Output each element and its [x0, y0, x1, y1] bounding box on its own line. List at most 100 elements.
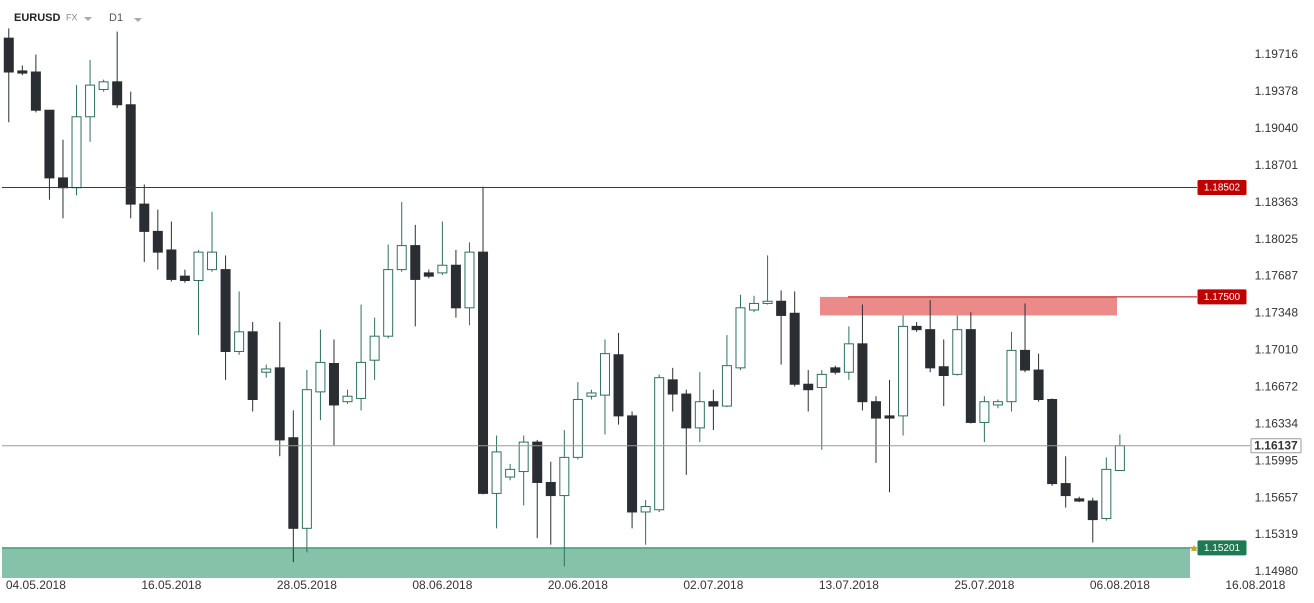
candle-body [85, 84, 96, 118]
candle-body [627, 415, 638, 513]
candle-body [694, 401, 705, 429]
candle-body [911, 325, 922, 331]
candle-body [803, 383, 814, 391]
candle-body [1060, 483, 1071, 497]
candle-body [356, 361, 367, 399]
candle-body [328, 362, 339, 406]
candle-body [992, 401, 1003, 406]
candle-body [979, 401, 990, 423]
candle-body [342, 395, 353, 403]
price-level-box [1197, 540, 1247, 556]
candle-body [179, 275, 190, 282]
x-tick-label: 06.08.2018 [1090, 578, 1150, 592]
x-tick-label: 04.05.2018 [6, 578, 66, 592]
price-level-label: 1.18502 [1204, 183, 1241, 194]
candle-body [152, 230, 163, 253]
y-tick-label: 1.18025 [1255, 232, 1299, 246]
candle-body [315, 361, 326, 393]
candle-body [843, 343, 854, 373]
candle-body [667, 379, 678, 395]
y-tick-label: 1.19716 [1255, 47, 1299, 61]
candle-body [383, 269, 394, 337]
candle-body [1087, 500, 1098, 521]
candle-body [1047, 399, 1058, 485]
x-tick-label: 16.05.2018 [141, 578, 201, 592]
symbol[interactable]: EURUSD [14, 12, 61, 24]
candle-body [410, 245, 421, 280]
x-tick-label: 08.06.2018 [412, 578, 472, 592]
candle-body [640, 505, 651, 513]
candle-body [532, 441, 543, 483]
candle-body [925, 329, 936, 369]
candle-body [870, 401, 881, 419]
x-tick-label: 28.05.2018 [277, 578, 337, 592]
candle-body [708, 401, 719, 407]
y-tick-label: 1.17348 [1255, 306, 1299, 320]
candle-body [369, 335, 380, 361]
candle-body [505, 468, 516, 478]
candle-body [572, 399, 583, 458]
dropdown-caret[interactable] [84, 17, 92, 21]
candle-body [125, 104, 136, 205]
y-tick-label: 1.15995 [1255, 453, 1299, 467]
candle-body [789, 312, 800, 385]
candle-body [1020, 349, 1031, 371]
candle-body [830, 367, 841, 373]
price-level-box [1197, 180, 1247, 196]
x-tick-label: 13.07.2018 [819, 578, 879, 592]
candle-body [98, 81, 109, 90]
price-level-label: 1.17500 [1204, 292, 1241, 303]
candle-body [193, 251, 204, 282]
price-level-box [1250, 438, 1302, 454]
candle-body [898, 325, 909, 417]
candle-body [288, 437, 299, 529]
candle-body [44, 109, 55, 179]
price-level-label: 1.15201 [1204, 543, 1241, 554]
candle-body [586, 392, 597, 397]
candle-body [816, 373, 827, 389]
y-tick-label: 1.15657 [1255, 490, 1299, 504]
candle-body [247, 331, 258, 401]
candle-body [207, 251, 218, 271]
candle-body [491, 451, 502, 494]
dropdown-caret[interactable] [134, 18, 142, 22]
x-tick-label: 16.08.2018 [1225, 578, 1285, 592]
candle-body [654, 377, 665, 511]
price-level-box [1197, 289, 1247, 305]
candle-body [952, 329, 963, 375]
market[interactable]: FX [66, 12, 78, 22]
level-icon [1191, 544, 1197, 551]
y-tick-label: 1.18363 [1255, 195, 1299, 209]
y-tick-label: 1.14980 [1255, 564, 1299, 578]
candle-body [57, 177, 68, 189]
candle-body [1006, 349, 1017, 403]
candle-body [518, 441, 529, 473]
zones [2, 296, 1190, 578]
y-tick-label: 1.16334 [1255, 416, 1299, 430]
candle-body [396, 245, 407, 271]
y-tick-label: 1.19040 [1255, 121, 1299, 135]
price-level-label: 1.16137 [1254, 438, 1298, 452]
candle-body [965, 329, 976, 423]
candles [3, 28, 1125, 567]
candle-body [1101, 468, 1112, 520]
candle-body [139, 203, 150, 232]
y-tick-label: 1.19378 [1255, 84, 1299, 98]
candle-body [17, 70, 28, 74]
candle-body [938, 366, 949, 376]
candle-body [3, 37, 14, 73]
candle-body [721, 365, 732, 407]
zone [2, 547, 1190, 578]
header: EURUSD FX D1 [14, 12, 142, 24]
x-tick-label: 20.06.2018 [548, 578, 608, 592]
zone [820, 296, 1117, 316]
candle-body [857, 343, 868, 403]
candle-body [1074, 498, 1085, 502]
timeframe[interactable]: D1 [109, 12, 123, 24]
candle-body [450, 264, 461, 309]
candle-body [261, 368, 272, 373]
candle-body [762, 300, 773, 304]
candle-body [545, 481, 556, 497]
